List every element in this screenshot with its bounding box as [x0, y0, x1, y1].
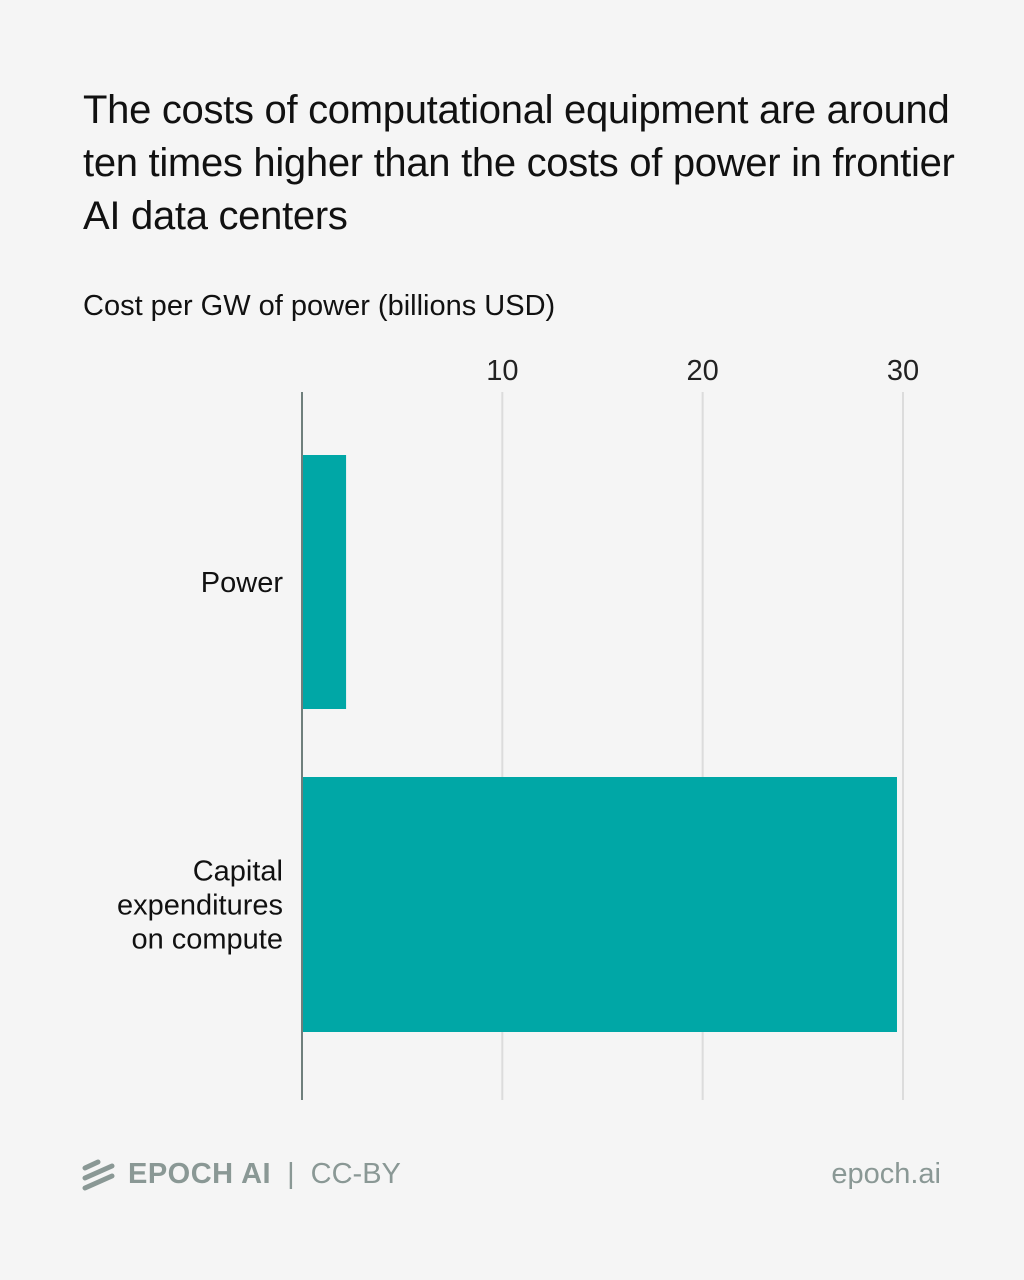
chart-title: The costs of computational equipment are… [83, 88, 955, 238]
category-label: on compute [131, 924, 283, 956]
category-label: Capital [193, 856, 283, 888]
separator: | [287, 1158, 295, 1190]
brand-name: EPOCH AI [128, 1158, 272, 1190]
axis-label: Cost per GW of power (billions USD) [83, 290, 556, 322]
category-label: expenditures [117, 890, 283, 922]
bar [302, 455, 347, 709]
x-tick-label: 10 [486, 355, 518, 387]
site-link[interactable]: epoch.ai [831, 1158, 941, 1190]
category-label: Power [201, 567, 284, 599]
license: CC-BY [310, 1158, 401, 1190]
x-tick-label: 30 [887, 355, 919, 387]
x-tick-label: 20 [687, 355, 719, 387]
bar [302, 777, 897, 1032]
epoch-stripes-icon [82, 1159, 115, 1190]
footer-brand: EPOCH AI | CC-BY [82, 1158, 401, 1191]
